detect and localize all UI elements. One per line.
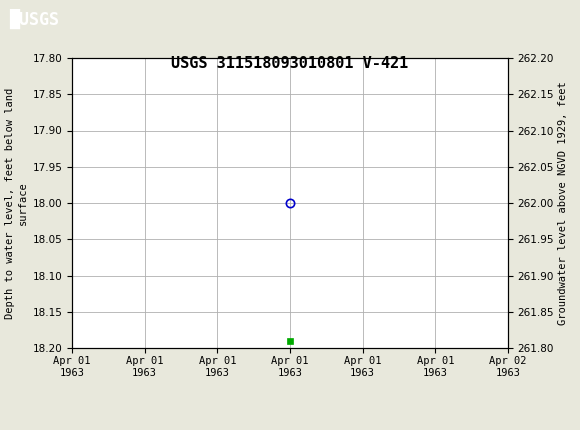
Y-axis label: Depth to water level, feet below land
surface: Depth to water level, feet below land su… (5, 87, 28, 319)
Text: █USGS: █USGS (9, 9, 59, 29)
Y-axis label: Groundwater level above NGVD 1929, feet: Groundwater level above NGVD 1929, feet (559, 81, 568, 325)
Text: USGS 311518093010801 V-421: USGS 311518093010801 V-421 (171, 56, 409, 71)
